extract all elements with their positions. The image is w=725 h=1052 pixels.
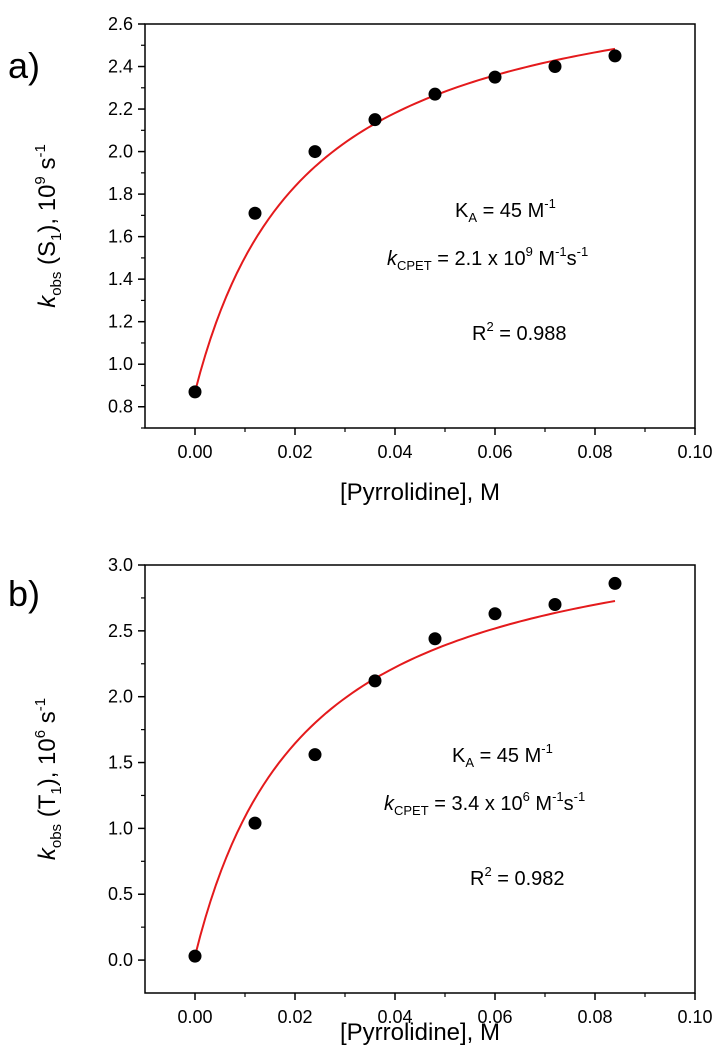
panel-a-x-tick-label: 0.04 — [377, 442, 412, 462]
panel-a-plot-frame — [144, 23, 696, 429]
panel-a-fit-curve — [194, 47, 616, 393]
panel-b-x-tick-label: 0.00 — [177, 1007, 212, 1027]
panel-b-x-tick-label: 0.08 — [577, 1007, 612, 1027]
panel-b-y-tick-label: 2.5 — [108, 621, 133, 641]
panel-b-y-tick-label: 1.5 — [108, 753, 133, 773]
panel-a-ylabel-sub: obs — [48, 272, 65, 296]
panel-a-ylabel-unit: s — [34, 158, 61, 177]
panel-a-data-point — [188, 385, 202, 399]
panel-a-y-tick-label: 2.2 — [108, 99, 133, 119]
panel-b-data-point — [488, 607, 502, 621]
panel-b-x-tick-label: 0.02 — [277, 1007, 312, 1027]
panel-a-y-tick-label: 1.2 — [108, 312, 133, 332]
panel-a-annotation-ka: KA = 45 M-1 — [455, 196, 556, 225]
panel-a-x-tick-label: 0.08 — [577, 442, 612, 462]
panel-a-ylabel-k: k — [34, 294, 61, 308]
panel-a-data-point — [488, 70, 502, 84]
panel-a-annotation-r2: R2 = 0.988 — [472, 319, 567, 345]
panel-b-y-tick-label: 3.0 — [108, 555, 133, 575]
panel-b-y-tick-label: 1.0 — [108, 818, 133, 838]
panel-b-label: b) — [8, 573, 40, 614]
panel-a-y-tick-label: 2.4 — [108, 57, 133, 77]
panel-a-data-point — [248, 206, 262, 220]
panel-a-annotation-kcpet: kCPET = 2.1 x 109 M-1s-1 — [387, 244, 588, 273]
panel-a-y-tick-label: 0.8 — [108, 397, 133, 417]
panel-b-ylabel-k: k — [34, 846, 61, 860]
panel-b-x-tick-label: 0.04 — [377, 1007, 412, 1027]
panel-a-data-point — [608, 49, 622, 63]
panel-a-x-ticks: 0.00 0.02 0.04 0.06 0.08 0.10 — [177, 428, 713, 462]
panel-a-x-axis-title: [Pyrrolidine], M — [340, 479, 500, 506]
panel-b-x-tick-label: 0.10 — [677, 1007, 712, 1027]
panel-b-ylabel-unit-sup: -1 — [32, 698, 49, 711]
panel-b-annotation-ka: KA = 45 M-1 — [452, 741, 553, 770]
panel-a-ylabel-mid: (S — [34, 241, 61, 272]
panel-b-data-point — [248, 816, 262, 830]
panel-a-y-tick-label: 1.4 — [108, 269, 133, 289]
panel-a-x-tick-label: 0.00 — [177, 442, 212, 462]
panel-b-x-tick-label: 0.06 — [477, 1007, 512, 1027]
panel-a-y-tick-label: 2.6 — [108, 14, 133, 34]
panel-a-data-point — [308, 145, 322, 159]
panel-a-ylabel-tail: ), 10 — [34, 185, 61, 233]
panel-b-y-ticks: 0.0 0.5 1.0 1.5 2.0 2.5 3.0 — [108, 555, 145, 970]
panel-b-annotation-r2: R2 = 0.982 — [470, 864, 565, 890]
panel-a-ylabel-unit-sup: -1 — [32, 144, 49, 157]
panel-b-y-axis-title: kobs (T1), 106 s-1 — [32, 698, 65, 860]
panel-a-data-point — [368, 113, 382, 127]
panel-b-data-point — [368, 674, 382, 688]
panel-a: a) 0.00 0.02 0.04 0.06 0.08 0.10 0.8 1.0 1.2 1.4… — [8, 14, 713, 506]
panel-b-ylabel-unit: s — [34, 711, 61, 730]
panel-a-ylabel-sub2: 1 — [48, 233, 65, 241]
panel-b-ylabel-tail: ), 10 — [34, 738, 61, 786]
panel-a-label: a) — [8, 45, 40, 86]
panel-b-ylabel-sup: 6 — [32, 730, 49, 738]
panel-b-data-point — [188, 949, 202, 963]
panel-a-y-ticks: 0.8 1.0 1.2 1.4 1.6 1.8 2.0 2.2 2.4 2.6 — [108, 14, 145, 429]
panel-b-data-points — [188, 576, 622, 963]
panel-b-data-point — [548, 598, 562, 612]
panel-a-y-axis-title: kobs (S1), 109 s-1 — [32, 144, 65, 308]
panel-b-y-tick-label: 0.5 — [108, 884, 133, 904]
panel-b-ylabel-mid: (T — [34, 794, 61, 824]
panel-b-x-ticks: 0.00 0.02 0.04 0.06 0.08 0.10 — [177, 993, 713, 1027]
panel-a-data-point — [428, 87, 442, 101]
panel-a-data-point — [548, 60, 562, 74]
panel-b-data-point — [428, 632, 442, 646]
panel-b-plot-frame — [144, 564, 696, 994]
panel-a-x-tick-label: 0.06 — [477, 442, 512, 462]
panel-b-data-point — [608, 576, 622, 590]
panel-a-x-tick-label: 0.10 — [677, 442, 712, 462]
panel-a-y-tick-label: 2.0 — [108, 142, 133, 162]
panel-b: b) 0.00 0.02 0.04 0.06 0.08 0.10 0.0 0.5 1.0 1.5… — [8, 555, 713, 1046]
panel-b-x-axis-title: [Pyrrolidine], M — [340, 1019, 500, 1046]
panel-b-ylabel-sub2: 1 — [48, 786, 65, 794]
panel-a-y-tick-label: 1.6 — [108, 227, 133, 247]
panel-b-annotation-kcpet: kCPET = 3.4 x 106 M-1s-1 — [384, 789, 585, 818]
panel-a-data-points — [188, 49, 622, 399]
panel-a-y-tick-label: 1.0 — [108, 354, 133, 374]
panel-b-ylabel-sub: obs — [48, 824, 65, 848]
panel-b-y-tick-label: 0.0 — [108, 950, 133, 970]
panel-a-ylabel-sup: 9 — [32, 176, 49, 184]
panel-b-y-tick-label: 2.0 — [108, 687, 133, 707]
panel-a-x-tick-label: 0.02 — [277, 442, 312, 462]
panel-b-data-point — [308, 748, 322, 762]
panel-a-y-tick-label: 1.8 — [108, 184, 133, 204]
panel-b-fit-curve — [194, 600, 616, 957]
